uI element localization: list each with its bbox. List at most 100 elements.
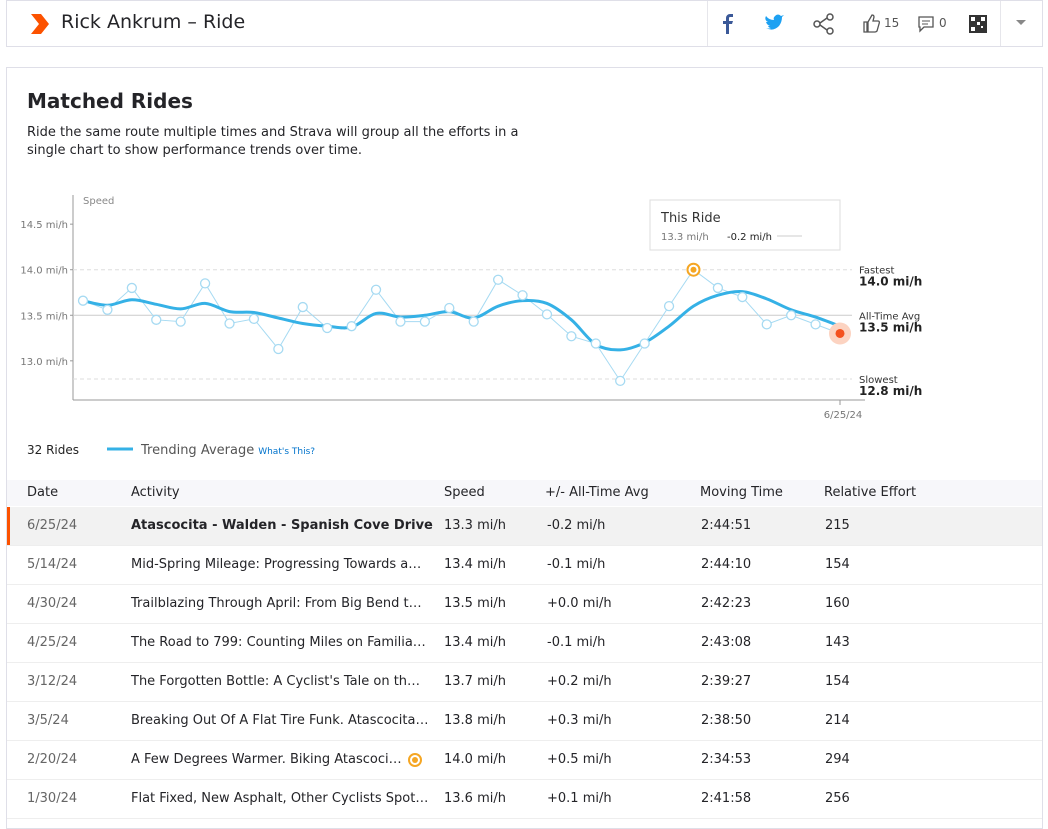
section-title: Matched Rides: [27, 89, 193, 113]
ride-count: 32 Rides: [27, 443, 79, 457]
y-tick-label: 13.5 mi/h: [20, 311, 68, 322]
facebook-button[interactable]: [721, 13, 735, 35]
ride-point: [737, 291, 748, 303]
table-cell: 2:34:53: [701, 752, 752, 767]
current-ride-marker: [7, 507, 10, 545]
ride-point: [712, 282, 724, 294]
table-cell: 256: [825, 791, 850, 806]
fastest-badge: [408, 753, 422, 767]
table-cell: +0.3 mi/h: [547, 713, 612, 728]
table-cell: 2:43:08: [701, 635, 752, 650]
tooltip-speed: 13.3 mi/h: [661, 232, 709, 243]
ride-point: [297, 301, 308, 313]
ride-point: [322, 322, 333, 334]
table-row[interactable]: 5/14/24 Mid-Spring Mileage: Progressing T…: [7, 546, 1042, 585]
table-cell: 214: [825, 713, 850, 728]
table-row[interactable]: 2/20/24 A Few Degrees Warmer. Biking Atas…: [7, 741, 1042, 780]
comment-count: 0: [939, 16, 947, 30]
ride-point: [541, 309, 553, 320]
ride-point: [273, 343, 284, 355]
badge-dot: [412, 757, 418, 763]
reference-label: All-Time Avg: [859, 311, 920, 322]
ride-point: [517, 290, 528, 301]
table-cell: 143: [825, 635, 850, 650]
column-header: Moving Time: [700, 485, 783, 500]
table-cell: 2:42:23: [701, 596, 752, 611]
table-cell: 5/14/24: [27, 557, 78, 572]
menu-dropdown[interactable]: [1015, 19, 1027, 41]
table-cell[interactable]: Breaking Out Of A Flat Tire Funk. Atasco…: [131, 713, 429, 728]
ride-point: [835, 328, 845, 338]
tooltip-box: [649, 199, 841, 251]
table-cell: 13.6 mi/h: [444, 791, 506, 806]
table-cell: +0.2 mi/h: [547, 674, 612, 689]
table-row[interactable]: 3/12/24 The Forgotten Bottle: A Cyclist's…: [7, 663, 1042, 702]
qr-button[interactable]: [968, 13, 988, 35]
ride-point: [151, 314, 162, 325]
table-cell[interactable]: The Forgotten Bottle: A Cyclist's Tale o…: [131, 674, 421, 689]
table-cell[interactable]: Atascocita - Walden - Spanish Cove Drive: [131, 518, 433, 533]
ride-point: [468, 316, 479, 327]
comment-button[interactable]: [917, 13, 935, 35]
ride-point: [224, 318, 235, 329]
legend-link[interactable]: What's This?: [258, 447, 315, 457]
y-tick-label: 13.0 mi/h: [20, 357, 68, 368]
twitter-button[interactable]: [765, 13, 785, 35]
kudos-count: 15: [884, 16, 900, 30]
column-header: Date: [27, 485, 59, 500]
table-cell: 6/25/24: [27, 518, 78, 533]
y-tick-label: 14.5 mi/h: [20, 220, 68, 231]
reference-value: 14.0 mi/h: [859, 275, 922, 289]
trend-line: [82, 289, 841, 352]
ride-point: [590, 338, 601, 349]
ride-point: [370, 284, 382, 295]
table-cell: 13.8 mi/h: [444, 713, 506, 728]
table-cell: 2:38:50: [701, 713, 752, 728]
table-cell: 4/30/24: [27, 596, 78, 611]
table-cell[interactable]: Trailblazing Through April: From Big Ben…: [131, 596, 422, 611]
description-line: Ride the same route multiple times and S…: [27, 125, 519, 140]
table-cell[interactable]: The Road to 799: Counting Miles on Famil…: [131, 635, 426, 650]
ride-point: [810, 319, 821, 330]
ride-point: [492, 274, 504, 285]
table-cell[interactable]: Flat Fixed, New Asphalt, Other Cyclists …: [131, 791, 429, 806]
table-cell: 4/25/24: [27, 635, 78, 650]
y-tick-label: 14.0 mi/h: [20, 266, 68, 277]
ride-point: [77, 295, 89, 306]
table-cell[interactable]: A Few Degrees Warmer. Biking Atascoci…: [131, 752, 402, 767]
table-cell: +0.0 mi/h: [547, 596, 612, 611]
table-cell: 2:44:10: [701, 557, 752, 572]
table-cell: 215: [825, 518, 850, 533]
table-cell: +0.5 mi/h: [547, 752, 612, 767]
table-cell: 2:41:58: [701, 791, 752, 806]
ride-point: [126, 282, 137, 294]
ride-point: [248, 313, 260, 325]
y-axis-label: Speed: [83, 196, 114, 207]
table-row[interactable]: 4/25/24 The Road to 799: Counting Miles o…: [7, 624, 1042, 663]
table-row[interactable]: 6/25/24 Atascocita - Walden - Spanish Cov…: [7, 507, 1042, 546]
table-cell: 13.3 mi/h: [444, 518, 506, 533]
share-button[interactable]: [813, 13, 835, 35]
table-cell: +0.1 mi/h: [547, 791, 612, 806]
table-cell: -0.1 mi/h: [547, 557, 606, 572]
page-title: Rick Ankrum – Ride: [61, 11, 246, 33]
table-cell[interactable]: Mid-Spring Mileage: Progressing Towards …: [131, 557, 422, 572]
ride-point: [444, 302, 455, 314]
column-header: Speed: [444, 485, 485, 500]
ride-point: [395, 316, 406, 327]
table-row[interactable]: 1/30/24 Flat Fixed, New Asphalt, Other Cy…: [7, 780, 1042, 819]
table-row[interactable]: 4/30/24 Trailblazing Through April: From …: [7, 585, 1042, 624]
kudos-button[interactable]: [862, 13, 880, 35]
table-cell: 2/20/24: [27, 752, 78, 767]
header-bar: Rick Ankrum – Ride 15 0: [6, 0, 1043, 47]
table-cell: 154: [825, 557, 850, 572]
table-row[interactable]: 3/5/24 Breaking Out Of A Flat Tire Funk. …: [7, 702, 1042, 741]
tooltip-title: This Ride: [660, 211, 721, 226]
logo: [31, 14, 49, 34]
ride-point: [419, 316, 431, 327]
reference-label: Slowest: [859, 375, 898, 386]
table-cell: -0.2 mi/h: [547, 518, 606, 533]
ride-point: [346, 321, 357, 332]
description-line: single chart to show performance trends …: [27, 143, 363, 158]
